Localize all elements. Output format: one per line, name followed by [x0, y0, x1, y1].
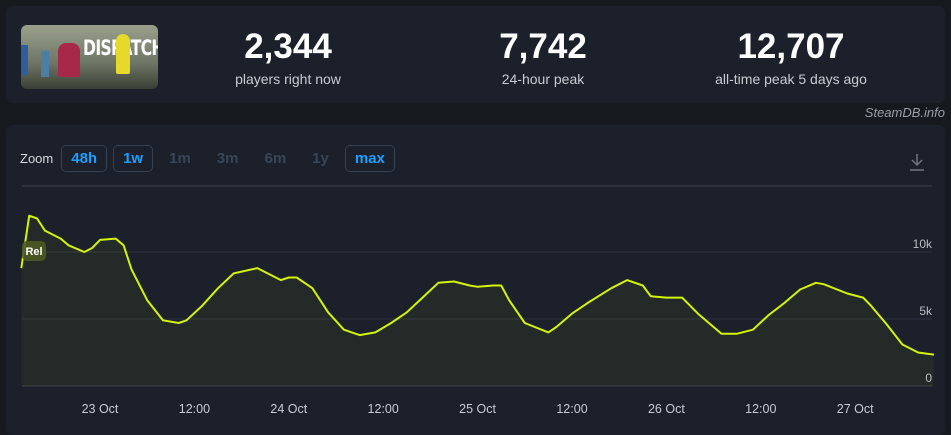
zoom-controls: Zoom 48h 1w 1m 3m 6m 1y max [20, 145, 395, 172]
zoom-3m-button[interactable]: 3m [216, 150, 239, 167]
zoom-48h-button[interactable]: 48h [61, 145, 108, 172]
zoom-1w-button[interactable]: 1w [113, 145, 154, 172]
x-tick-label: 12:00 [745, 402, 776, 416]
stat-value: 12,707 [737, 27, 845, 66]
stat-label: players right now [235, 71, 341, 87]
y-tick-label: 0 [925, 371, 932, 385]
release-badge-label: Rel [25, 246, 42, 258]
x-tick-label: 25 Oct [459, 402, 496, 416]
steamdb-credit[interactable]: SteamDB.info [864, 105, 945, 120]
y-tick-label: 5k [919, 304, 933, 318]
x-tick-label: 24 Oct [270, 402, 307, 416]
download-icon[interactable] [908, 152, 926, 172]
stats-panel: DISPATCH 2,344 players right now 7,742 2… [6, 6, 945, 103]
stat-24h-peak: 7,742 24-hour peak [423, 27, 663, 88]
stat-label: 24-hour peak [501, 71, 585, 87]
stat-value: 2,344 [244, 27, 332, 66]
y-tick-label: 10k [913, 237, 933, 251]
x-tick-label: 27 Oct [837, 402, 874, 416]
x-tick-label: 23 Oct [82, 402, 119, 416]
x-tick-label: 12:00 [179, 402, 210, 416]
zoom-6m-button[interactable]: 6m [264, 150, 287, 167]
series-line [20, 214, 935, 356]
zoom-max-button[interactable]: max [344, 145, 395, 172]
stat-value: 7,742 [499, 27, 587, 66]
stat-label: all-time peak 5 days ago [715, 71, 867, 87]
series-area [21, 215, 934, 386]
game-cover-image[interactable]: DISPATCH [21, 25, 158, 89]
x-tick-label: 12:00 [556, 402, 587, 416]
x-tick-label: 26 Oct [648, 402, 685, 416]
stat-players-now: 2,344 players right now [168, 27, 408, 88]
player-chart-panel: Zoom 48h 1w 1m 3m 6m 1y max 0 5k 10k 23 Oct… [6, 125, 945, 435]
zoom-label: Zoom [20, 151, 54, 166]
player-count-chart: 0 5k 10k 23 Oct 12:00 24 Oct 12:00 25 Oct 12:00 2… [20, 185, 935, 416]
zoom-1m-button[interactable]: 1m [169, 150, 191, 167]
x-tick-label: 12:00 [368, 402, 399, 416]
release-badge [22, 241, 46, 261]
stat-all-time-peak: 12,707 all-time peak 5 days ago [671, 27, 911, 88]
zoom-1y-button[interactable]: 1y [312, 150, 329, 167]
